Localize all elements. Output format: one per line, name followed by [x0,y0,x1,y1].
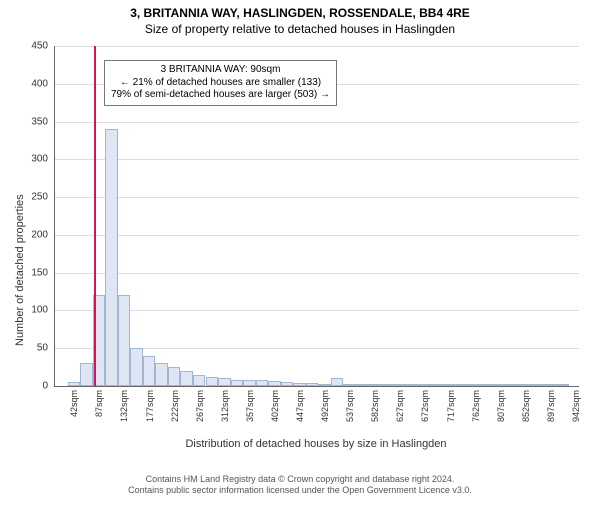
histogram-bar [331,378,344,386]
gridline [55,159,579,160]
histogram-bar [444,384,457,386]
histogram-bar [231,380,244,386]
histogram-bar [369,384,382,386]
footer-attribution: Contains HM Land Registry data © Crown c… [0,474,600,496]
y-tick-label: 150 [18,267,48,278]
x-tick-label: 897sqm [546,390,556,422]
footer-line2: Contains public sector information licen… [0,485,600,496]
histogram-bar [394,384,407,386]
x-tick-label: 402sqm [270,390,280,422]
histogram-bar [256,380,269,386]
histogram-bar [419,384,432,386]
histogram-bar [469,384,482,386]
reference-line [94,46,96,386]
y-tick-label: 450 [18,41,48,52]
histogram-bar [532,384,545,386]
histogram-bar [293,383,306,386]
histogram-bar [544,384,557,386]
annotation-line3: 79% of semi-detached houses are larger (… [111,89,330,102]
x-tick-label: 627sqm [395,390,405,422]
x-tick-label: 717sqm [446,390,456,422]
gridline [55,273,579,274]
histogram-bar [68,382,81,386]
y-tick-label: 400 [18,78,48,89]
x-tick-label: 312sqm [220,390,230,422]
x-tick-label: 132sqm [119,390,129,422]
y-tick-label: 350 [18,116,48,127]
gridline [55,122,579,123]
y-tick-label: 0 [18,381,48,392]
chart-container: Number of detached properties Distributi… [54,46,578,410]
gridline [55,46,579,47]
histogram-bar [155,363,168,386]
histogram-bar [318,384,331,386]
histogram-bar [456,384,469,386]
histogram-bar [306,383,319,386]
x-axis-label: Distribution of detached houses by size … [54,438,578,450]
histogram-bar [406,384,419,386]
x-tick-label: 582sqm [370,390,380,422]
annotation-box: 3 BRITANNIA WAY: 90sqm ← 21% of detached… [104,60,337,106]
chart-title-address: 3, BRITANNIA WAY, HASLINGDEN, ROSSENDALE… [0,6,600,20]
histogram-bar [130,348,143,386]
histogram-bar [494,384,507,386]
annotation-line1: 3 BRITANNIA WAY: 90sqm [111,64,330,77]
histogram-bar [243,380,256,386]
histogram-bar [343,384,356,386]
gridline [55,197,579,198]
y-tick-label: 50 [18,343,48,354]
y-tick-label: 200 [18,229,48,240]
annotation-line2: ← 21% of detached houses are smaller (13… [111,77,330,90]
gridline [55,235,579,236]
y-tick-label: 100 [18,305,48,316]
y-tick-label: 250 [18,192,48,203]
histogram-bar [507,384,520,386]
x-tick-label: 87sqm [94,390,104,417]
x-tick-label: 177sqm [145,390,155,422]
x-tick-label: 357sqm [245,390,255,422]
histogram-bar [105,129,118,386]
x-tick-label: 852sqm [521,390,531,422]
histogram-bar [481,384,494,386]
histogram-bar [281,382,294,386]
histogram-bar [519,384,532,386]
x-tick-label: 492sqm [320,390,330,422]
histogram-bar [557,384,570,386]
x-tick-label: 42sqm [69,390,79,417]
histogram-bar [168,367,181,386]
x-tick-label: 942sqm [571,390,581,422]
histogram-bar [431,384,444,386]
histogram-bar [118,295,131,386]
histogram-bar [218,378,231,386]
histogram-bar [143,356,156,386]
x-tick-label: 447sqm [295,390,305,422]
y-tick-label: 300 [18,154,48,165]
x-tick-label: 267sqm [195,390,205,422]
histogram-bar [381,384,394,386]
footer-line1: Contains HM Land Registry data © Crown c… [0,474,600,485]
x-tick-label: 807sqm [496,390,506,422]
x-tick-label: 222sqm [170,390,180,422]
histogram-bar [180,371,193,386]
histogram-bar [193,375,206,386]
x-tick-label: 762sqm [471,390,481,422]
x-tick-label: 672sqm [420,390,430,422]
chart-title-sub: Size of property relative to detached ho… [0,22,600,36]
histogram-bar [268,381,281,386]
histogram-bar [206,377,219,386]
gridline [55,310,579,311]
histogram-bar [356,384,369,386]
histogram-bar [80,363,93,386]
x-tick-label: 537sqm [345,390,355,422]
